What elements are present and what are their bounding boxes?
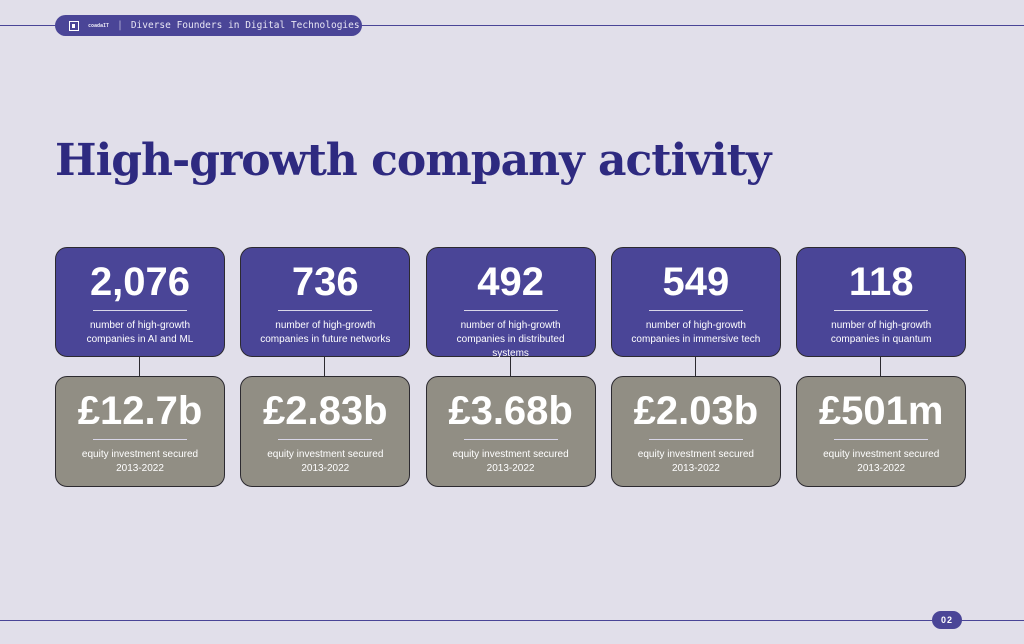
company-count-card: 736 number of high-growth companies in f… bbox=[240, 247, 411, 357]
investment-amount: £2.83b bbox=[263, 389, 388, 433]
connector-line bbox=[324, 357, 326, 376]
company-count-label: number of high-growth companies in immer… bbox=[631, 320, 761, 345]
footer-rule bbox=[0, 620, 1024, 621]
connector-line bbox=[880, 357, 882, 376]
investment-label: equity investment secured bbox=[637, 449, 754, 460]
logo-icon bbox=[69, 20, 79, 31]
investment-card: £2.03b equity investment secured 2013-20… bbox=[610, 376, 781, 487]
divider bbox=[648, 439, 743, 440]
divider bbox=[463, 310, 558, 311]
page-title: High-growth company activity bbox=[55, 135, 771, 186]
company-count-card: 549 number of high-growth companies in i… bbox=[610, 247, 781, 357]
connector-line bbox=[509, 357, 511, 376]
investment-label: equity investment secured bbox=[823, 449, 940, 460]
investment-card: £501m equity investment secured 2013-202… bbox=[796, 376, 967, 487]
investment-label: equity investment secured bbox=[267, 449, 384, 460]
investment-label: equity investment secured bbox=[452, 449, 569, 460]
company-count: 736 bbox=[291, 260, 359, 304]
company-count: 118 bbox=[848, 260, 914, 304]
divider bbox=[463, 439, 558, 440]
divider bbox=[278, 439, 373, 440]
investment-amount: £501m bbox=[818, 389, 944, 433]
investment-period: 2013-2022 bbox=[486, 463, 535, 474]
company-count-card: 118 number of high-growth companies in q… bbox=[796, 247, 967, 357]
investment-amount: £3.68b bbox=[448, 389, 573, 433]
investment-amount: £2.03b bbox=[633, 389, 759, 433]
logo-text: coadaIT bbox=[88, 22, 110, 29]
company-count-label: number of high-growth companies in AI an… bbox=[86, 320, 194, 345]
company-count-card: 2,076 number of high-growth companies in… bbox=[55, 247, 225, 357]
divider bbox=[93, 310, 187, 311]
connector-line bbox=[694, 357, 696, 376]
company-count: 492 bbox=[477, 260, 544, 304]
company-count: 549 bbox=[662, 260, 730, 304]
divider bbox=[93, 439, 187, 440]
investment-amount: £12.7b bbox=[77, 389, 203, 433]
company-count: 2,076 bbox=[89, 260, 191, 304]
divider bbox=[648, 310, 743, 311]
connector-line bbox=[139, 357, 140, 376]
company-count-label: number of high-growth companies in quant… bbox=[830, 320, 932, 345]
divider bbox=[834, 310, 929, 311]
company-count-card: 492 number of high-growth companies in d… bbox=[425, 247, 596, 359]
page-number: 02 bbox=[932, 611, 962, 629]
investment-period: 2013-2022 bbox=[301, 463, 350, 474]
header-pill: coadaIT | Diverse Founders in Digital Te… bbox=[55, 15, 362, 36]
report-title: Diverse Founders in Digital Technologies bbox=[130, 20, 360, 31]
investment-card: £2.83b equity investment secured 2013-20… bbox=[240, 376, 411, 487]
header-rule bbox=[0, 25, 1024, 26]
separator: | bbox=[117, 20, 123, 31]
investment-label: equity investment secured bbox=[81, 449, 199, 460]
company-count-label: number of high-growth companies in distr… bbox=[456, 320, 565, 359]
investment-period: 2013-2022 bbox=[116, 463, 164, 474]
investment-card: £3.68b equity investment secured 2013-20… bbox=[425, 376, 596, 487]
investment-card: £12.7b equity investment secured 2013-20… bbox=[55, 376, 225, 487]
divider bbox=[834, 439, 929, 440]
investment-period: 2013-2022 bbox=[857, 463, 906, 474]
company-count-label: number of high-growth companies in futur… bbox=[260, 320, 391, 345]
investment-period: 2013-2022 bbox=[671, 463, 720, 474]
divider bbox=[278, 310, 373, 311]
